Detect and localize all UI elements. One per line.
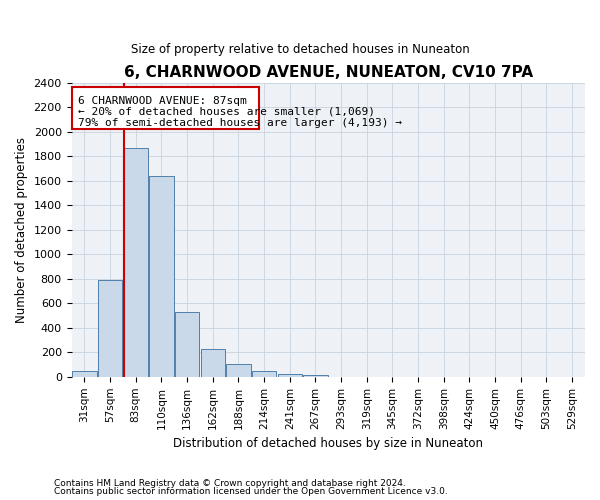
- X-axis label: Distribution of detached houses by size in Nuneaton: Distribution of detached houses by size …: [173, 437, 483, 450]
- Bar: [72, 87, 259, 128]
- Y-axis label: Number of detached properties: Number of detached properties: [15, 136, 28, 322]
- Text: Contains HM Land Registry data © Crown copyright and database right 2024.: Contains HM Land Registry data © Crown c…: [54, 478, 406, 488]
- Bar: [124, 148, 148, 377]
- Text: 79% of semi-detached houses are larger (4,193) →: 79% of semi-detached houses are larger (…: [79, 118, 403, 128]
- Bar: [226, 364, 251, 377]
- Bar: [252, 370, 276, 377]
- Title: 6, CHARNWOOD AVENUE, NUNEATON, CV10 7PA: 6, CHARNWOOD AVENUE, NUNEATON, CV10 7PA: [124, 65, 533, 80]
- Bar: [278, 374, 302, 377]
- Text: ← 20% of detached houses are smaller (1,069): ← 20% of detached houses are smaller (1,…: [79, 107, 376, 117]
- Bar: [303, 375, 328, 377]
- Bar: [175, 312, 199, 377]
- Text: 6 CHARNWOOD AVENUE: 87sqm: 6 CHARNWOOD AVENUE: 87sqm: [79, 96, 247, 106]
- Bar: [200, 348, 225, 377]
- Bar: [98, 280, 122, 377]
- Text: Contains public sector information licensed under the Open Government Licence v3: Contains public sector information licen…: [54, 487, 448, 496]
- Text: Size of property relative to detached houses in Nuneaton: Size of property relative to detached ho…: [131, 42, 469, 56]
- Bar: [72, 370, 97, 377]
- Bar: [149, 176, 173, 377]
